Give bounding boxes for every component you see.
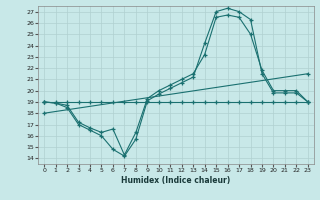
X-axis label: Humidex (Indice chaleur): Humidex (Indice chaleur)	[121, 176, 231, 185]
